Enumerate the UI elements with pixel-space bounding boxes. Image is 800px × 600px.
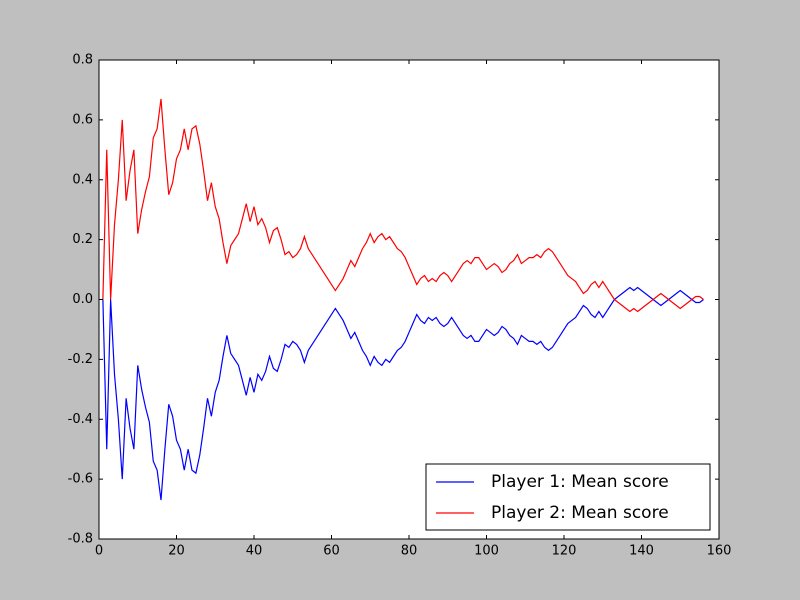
x-tick-label: 40 [246, 544, 263, 559]
legend: Player 1: Mean score Player 2: Mean score [425, 463, 711, 531]
x-tick-label: 140 [629, 544, 654, 559]
y-tick-label: 0.8 [72, 53, 93, 68]
series-line [102, 286, 704, 501]
legend-box [425, 463, 711, 531]
series-line [102, 98, 704, 313]
y-tick-label: -0.6 [68, 472, 93, 487]
y-tick-label: 0.0 [72, 292, 93, 307]
x-tick-label: 60 [323, 544, 340, 559]
x-tick-label: 0 [95, 544, 103, 559]
y-tick-label: -0.8 [68, 532, 93, 547]
y-tick-label: 0.4 [72, 172, 93, 187]
y-tick-label: 0.6 [72, 112, 93, 127]
x-tick-label: 100 [474, 544, 499, 559]
x-tick-label: 120 [552, 544, 577, 559]
legend-label: Player 1: Mean score [491, 472, 669, 492]
legend-label: Player 2: Mean score [491, 503, 669, 523]
plot-area [99, 60, 719, 539]
y-tick-label: -0.4 [68, 412, 93, 427]
y-tick-label: -0.2 [68, 352, 93, 367]
x-tick-label: 80 [401, 544, 418, 559]
x-tick-label: 20 [168, 544, 185, 559]
x-tick-label: 160 [707, 544, 732, 559]
y-tick-label: 0.2 [72, 232, 93, 247]
